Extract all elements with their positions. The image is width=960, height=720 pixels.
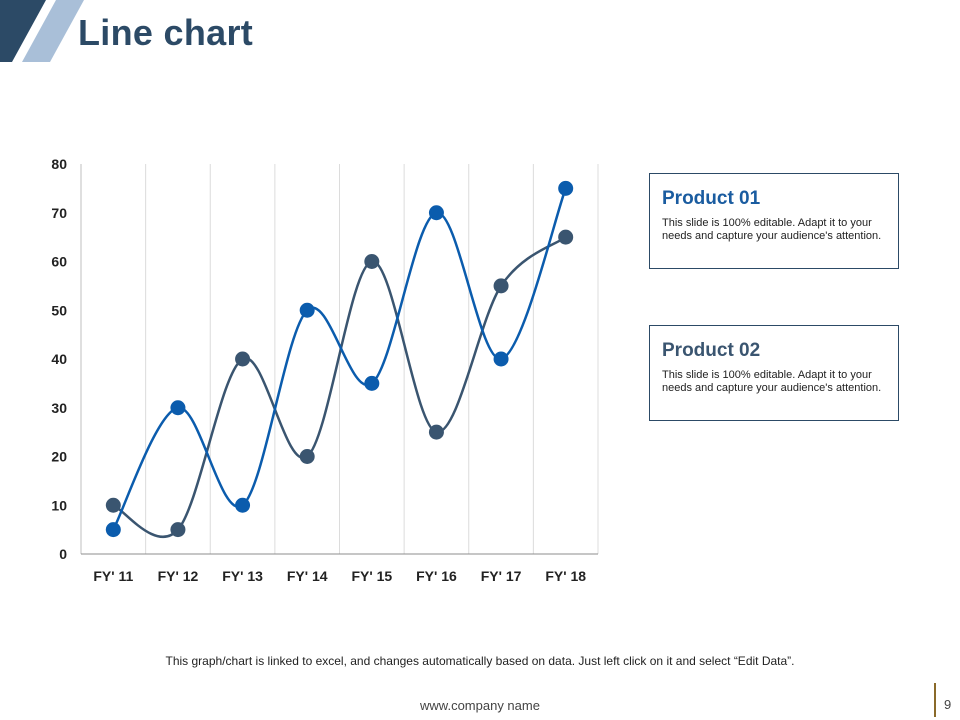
slide-title: Line chart [78,12,254,53]
legend-box-text: This slide is 100% editable. Adapt it to… [662,217,882,242]
chart-footnote: This graph/chart is linked to excel, and… [165,654,795,668]
y-tick-label: 60 [51,254,67,270]
y-tick-label: 80 [51,156,67,172]
data-point-product-02 [170,522,186,538]
data-point-product-02 [364,254,380,269]
y-tick-label: 70 [51,205,67,221]
y-tick-label: 50 [51,302,67,318]
corner-dark-shape [0,0,46,62]
y-tick-label: 20 [51,449,67,465]
x-tick-label: FY' 13 [222,568,263,584]
footer-url: www.company name [420,698,540,713]
data-point-product-01 [299,302,315,318]
data-point-product-02 [558,229,574,245]
footer-divider [934,683,936,717]
data-point-product-02 [299,449,315,464]
data-point-product-01 [235,497,251,513]
y-tick-label: 40 [51,351,67,367]
data-point-product-01 [364,375,380,391]
corner-light-shape [22,0,84,62]
data-point-product-02 [235,351,251,367]
y-tick-label: 10 [51,497,67,513]
x-tick-label: FY' 15 [351,568,392,584]
x-tick-label: FY' 11 [93,568,133,584]
corner-decoration [0,0,84,62]
data-point-product-01 [558,180,574,196]
data-point-product-02 [493,278,509,294]
data-point-product-01 [493,351,509,367]
y-tick-label: 0 [59,546,67,562]
x-tick-label: FY' 14 [287,568,328,584]
data-point-product-02 [105,497,121,513]
data-point-product-01 [170,400,186,416]
x-tick-label: FY' 17 [481,568,522,584]
x-tick-label: FY' 16 [416,568,457,584]
page-number: 9 [944,697,952,712]
series-line-product-02 [112,236,567,539]
legend-box-title: Product 02 [662,340,761,361]
series-line-product-01 [112,187,567,531]
legend-box-title: Product 01 [662,188,761,209]
data-point-product-01 [105,522,121,538]
x-tick-label: FY' 12 [158,568,199,584]
data-point-product-02 [428,424,444,440]
data-point-product-01 [428,205,444,221]
x-tick-label: FY' 18 [545,568,586,584]
legend-box-product-01[interactable]: Product 01 This slide is 100% editable. … [649,173,899,269]
legend-box-product-02[interactable]: Product 02 This slide is 100% editable. … [649,325,899,421]
legend-box-text: This slide is 100% editable. Adapt it to… [662,369,882,394]
y-tick-label: 30 [51,400,67,416]
